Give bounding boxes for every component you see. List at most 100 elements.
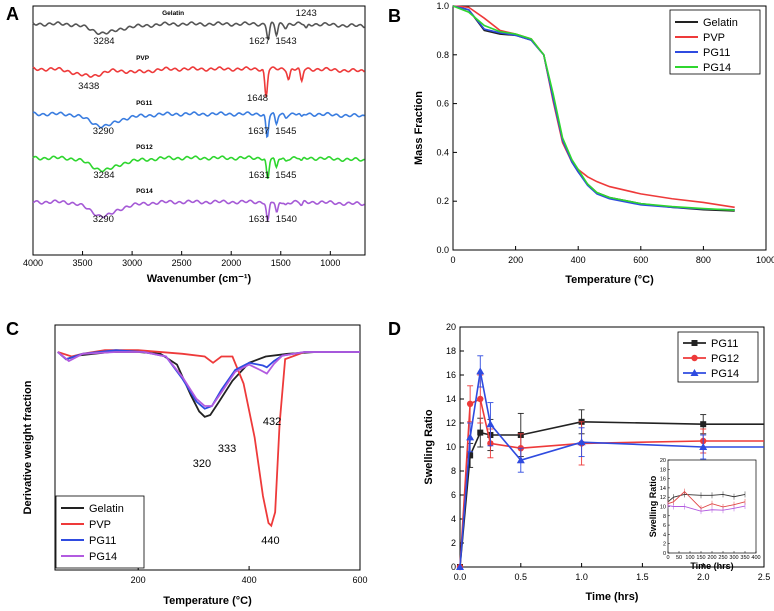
- legend-label: Gelatin: [89, 503, 124, 515]
- peak-label: 1627: [249, 36, 270, 47]
- ftir-curve-pg11: [32, 111, 365, 139]
- x-tick-label: 400: [242, 575, 257, 585]
- inset-y-tick-label: 8: [663, 514, 666, 520]
- y-tick-label: 6: [451, 490, 456, 500]
- inset-y-tick-label: 14: [660, 486, 666, 492]
- data-point-circle: [466, 400, 474, 407]
- x-axis-title: Temperature (°C): [565, 274, 654, 286]
- y-tick-label: 0: [451, 562, 456, 572]
- data-point-triangle: [516, 456, 525, 464]
- y-tick-label: 16: [446, 370, 456, 380]
- inset-y-axis-title: Swelling Ratio: [648, 475, 658, 537]
- x-tick-label: 0.0: [454, 572, 467, 582]
- inset-x-tick-label: 350: [740, 555, 749, 561]
- swelling-line-pg14: [459, 371, 764, 568]
- x-tick-label: 600: [352, 575, 367, 585]
- x-tick-label: 400: [571, 255, 586, 265]
- y-axis-title: Mass Fraction: [413, 91, 425, 165]
- y-tick-label: 8: [451, 466, 456, 476]
- legend-label: PG11: [89, 535, 116, 547]
- legend-label: PG11: [703, 47, 730, 59]
- legend-label: PVP: [703, 32, 725, 44]
- x-tick-label: 3000: [122, 258, 142, 268]
- peak-label: 1648: [247, 93, 268, 104]
- peak-label: 1543: [275, 36, 296, 47]
- peak-label: 3284: [93, 36, 114, 47]
- peak-label: 432: [263, 416, 281, 428]
- x-tick-label: 1.0: [575, 572, 588, 582]
- tga-curve-pg11: [452, 5, 735, 211]
- peak-label: 333: [218, 443, 236, 455]
- legend-label: PG14: [703, 62, 731, 74]
- ftir-curve-gelatin: [32, 21, 365, 40]
- x-tick-label: 600: [633, 255, 648, 265]
- x-tick-label: 1000: [756, 255, 774, 265]
- plot-frame: [54, 324, 361, 571]
- curve-label: PG12: [136, 144, 153, 151]
- peak-label: 1243: [296, 8, 317, 19]
- legend-label: PG12: [711, 353, 739, 365]
- y-tick-label: 0.4: [436, 147, 449, 157]
- inset-y-tick-label: 0: [663, 551, 666, 557]
- inset-y-tick-label: 6: [663, 523, 666, 529]
- y-tick-label: 0.0: [436, 245, 449, 255]
- x-tick-label: 2000: [221, 258, 241, 268]
- legend-marker: [690, 369, 699, 376]
- curve-label: PG14: [136, 188, 153, 195]
- data-point-square: [467, 452, 474, 459]
- inset-line-pg14: [667, 505, 746, 512]
- x-axis-title: Time (hrs): [586, 591, 639, 603]
- peak-label: 1637: [248, 126, 269, 137]
- peak-label: 1545: [275, 170, 296, 181]
- y-axis-title: Swelling Ratio: [423, 409, 435, 484]
- inset-x-tick-label: 200: [707, 555, 716, 561]
- panel-label-b: B: [388, 6, 401, 26]
- curve-label: PG11: [136, 100, 153, 107]
- x-tick-label: 3500: [73, 258, 93, 268]
- y-tick-label: 10: [446, 442, 456, 452]
- x-axis-title: Wavenumber (cm⁻¹): [147, 273, 252, 285]
- legend-marker: [691, 340, 698, 346]
- legend-label: Gelatin: [703, 17, 738, 29]
- data-point-triangle: [486, 420, 495, 428]
- x-axis-title: Temperature (°C): [163, 595, 252, 607]
- panel-label-c: C: [6, 319, 19, 339]
- inset-x-tick-label: 300: [729, 555, 738, 561]
- ftir-curve-pg12: [32, 155, 365, 180]
- legend-label: PG14: [711, 368, 739, 380]
- curve-label: Gelatin: [162, 10, 184, 17]
- peak-label: 440: [261, 535, 279, 547]
- tga-chart: 0 200 400 600 800 1000 0.0 0.2 0.4 0.6 0.8 1.0 Tempe…: [413, 1, 774, 286]
- legend-marker: [691, 354, 698, 362]
- dtg-curve-pg14: [57, 351, 360, 407]
- peak-label: 3290: [93, 126, 114, 137]
- y-tick-label: 20: [446, 322, 456, 332]
- x-tick-label: 4000: [23, 258, 43, 268]
- dtg-chart: 200 400 600 Temperature (°C) Derivative weig…: [22, 324, 368, 607]
- inset-line-pg12: [667, 490, 746, 509]
- x-tick-label: 1.5: [636, 572, 649, 582]
- inset-x-tick-label: 0: [666, 555, 669, 561]
- data-point-triangle: [476, 367, 485, 375]
- y-tick-label: 0.6: [436, 99, 449, 109]
- inset-x-tick-label: 150: [696, 555, 705, 561]
- curve-label: PVP: [136, 55, 150, 62]
- peak-label: 1545: [275, 126, 296, 137]
- inset-y-tick-label: 18: [660, 467, 666, 473]
- panel-label-a: A: [6, 4, 19, 24]
- inset-x-tick-label: 50: [676, 555, 682, 561]
- peak-label: 3438: [78, 81, 99, 92]
- inset-line-pg11: [667, 493, 746, 503]
- y-tick-label: 0.2: [436, 196, 449, 206]
- legend-label: PG14: [89, 551, 117, 563]
- ftir-chart: 4000 3500 3000 2500 2000 1500 1000 Wavenumber (…: [23, 5, 366, 285]
- y-tick-label: 18: [446, 346, 456, 356]
- ftir-curve-pg14: [32, 199, 365, 221]
- x-tick-label: 2.0: [697, 572, 710, 582]
- legend-label: PG11: [711, 338, 738, 350]
- inset-y-tick-label: 20: [660, 458, 666, 464]
- inset-x-tick-label: 250: [718, 555, 727, 561]
- data-point-triangle: [466, 433, 475, 441]
- inset-y-tick-label: 16: [660, 477, 666, 483]
